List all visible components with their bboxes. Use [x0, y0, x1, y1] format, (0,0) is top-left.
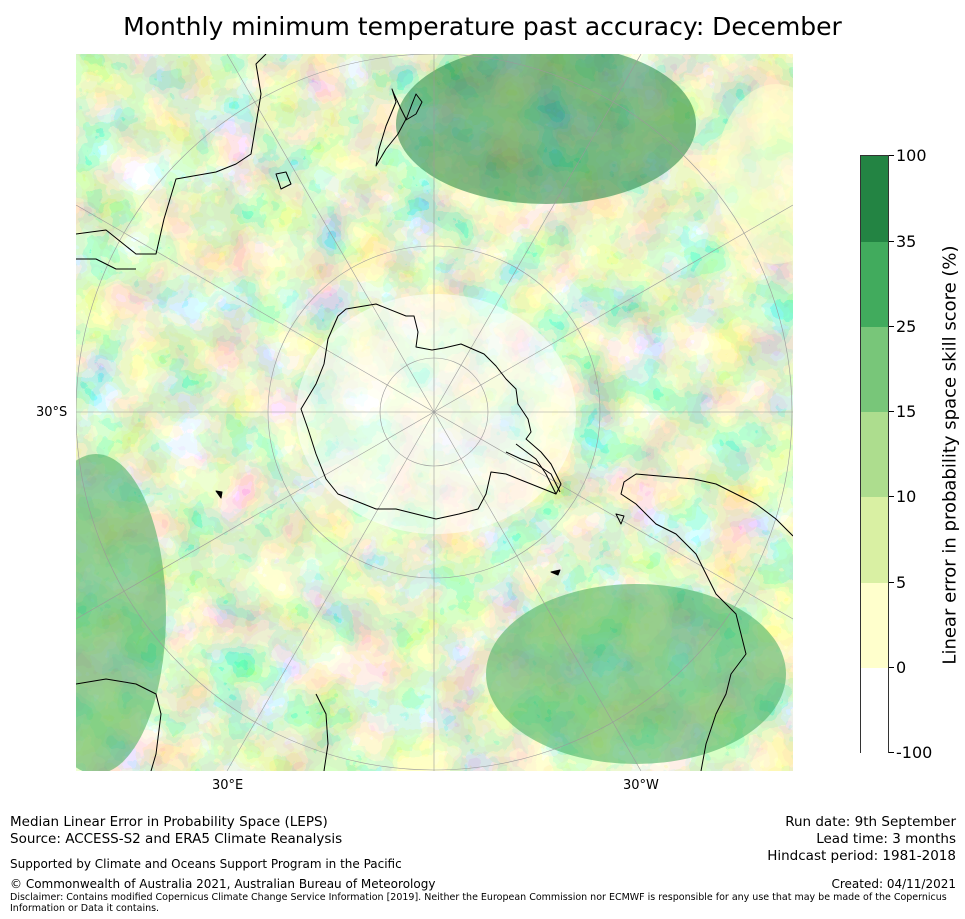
colorbar-title: Linear error in probability space skill …	[939, 245, 961, 665]
meridian	[433, 411, 642, 771]
africa-coast	[76, 678, 162, 771]
lat-label-30s: 30°S	[36, 405, 68, 420]
new-zealand-north	[405, 93, 423, 121]
disclaimer-line: Disclaimer: Contains modified Copernicus…	[10, 892, 947, 903]
colorbar-tick-label: 5	[896, 573, 907, 592]
copyright-text: © Commonwealth of Australia 2021, Austra…	[10, 877, 436, 891]
meridian	[226, 54, 435, 413]
map-canvas	[76, 54, 793, 771]
created-date: Created: 04/11/2021	[831, 877, 956, 891]
meridian	[226, 411, 435, 771]
skill-regions	[76, 54, 793, 771]
colorbar-tick-label: 10	[896, 487, 917, 506]
colorbar-tick	[889, 582, 894, 583]
polar-skill-map	[76, 54, 793, 771]
support-text: Supported by Climate and Oceans Support …	[10, 857, 402, 871]
south-america-coast	[620, 473, 793, 771]
meridian	[433, 411, 793, 620]
colorbar-tick-label: 100	[896, 146, 927, 165]
colorbar-tick	[889, 326, 894, 327]
antarctic-peninsula	[515, 443, 557, 495]
lon-label-30e: 30°E	[212, 778, 244, 793]
colorbar-tick-label: 0	[896, 658, 907, 677]
colorbar-tick-label: 15	[896, 402, 917, 421]
colorbar-tick	[889, 411, 894, 412]
footer-left: Median Linear Error in Probability Space…	[10, 814, 342, 848]
source-text: Source: ACCESS-S2 and ERA5 Climate Reana…	[10, 831, 343, 847]
colorbar-band-5-10	[861, 497, 888, 583]
colorbar-tick-label: 35	[896, 232, 917, 251]
colorbar-tick	[889, 496, 894, 497]
falkland-islands	[550, 569, 561, 576]
low-skill-center	[296, 294, 576, 534]
method-text: Median Linear Error in Probability Space…	[10, 814, 328, 830]
run-date: Run date: 9th September	[785, 814, 956, 830]
ross-shelf-edge	[505, 451, 561, 493]
colorbar-tick	[889, 752, 894, 753]
colorbar-band-neg100-0	[861, 668, 888, 754]
colorbar-band-10-15	[861, 412, 888, 497]
disclaimer: Disclaimer: Contains modified Copernicus…	[10, 892, 950, 914]
disclaimer-line: Information or Data it contains.	[10, 903, 160, 914]
madagascar	[315, 693, 329, 771]
colorbar-tick	[889, 667, 894, 668]
colorbar-tick	[889, 155, 894, 156]
high-skill-north	[396, 54, 696, 204]
colorbar-band-0-5	[861, 583, 888, 668]
chart-title: Monthly minimum temperature past accurac…	[123, 12, 842, 41]
lead-time: Lead time: 3 months	[816, 831, 956, 847]
colorbar-band-25-35	[861, 242, 888, 327]
meridian	[76, 204, 435, 413]
south-georgia	[615, 513, 625, 525]
colorbar-band-15-25	[861, 327, 888, 412]
colorbar	[860, 155, 889, 754]
footer-right: Run date: 9th September Lead time: 3 mon…	[767, 814, 956, 865]
australia-sw	[76, 258, 136, 270]
meridian	[433, 54, 642, 413]
colorbar-tick-label: 25	[896, 317, 917, 336]
australia-coast	[76, 54, 267, 255]
lon-label-30w: 30°W	[623, 778, 659, 793]
colorbar-band-35-100	[861, 156, 888, 242]
tasmania	[275, 171, 292, 190]
high-skill-southeast	[486, 584, 786, 764]
graticule	[76, 54, 793, 771]
meridian	[76, 411, 435, 620]
new-zealand-south	[375, 88, 407, 167]
coastlines	[76, 54, 793, 771]
high-skill-west	[76, 454, 166, 771]
colorbar-tick-label: -100	[896, 743, 933, 762]
kerguelen	[215, 490, 223, 499]
colorbar-tick	[889, 241, 894, 242]
hindcast-period: Hindcast period: 1981-2018	[767, 848, 956, 864]
meridian	[433, 204, 793, 413]
